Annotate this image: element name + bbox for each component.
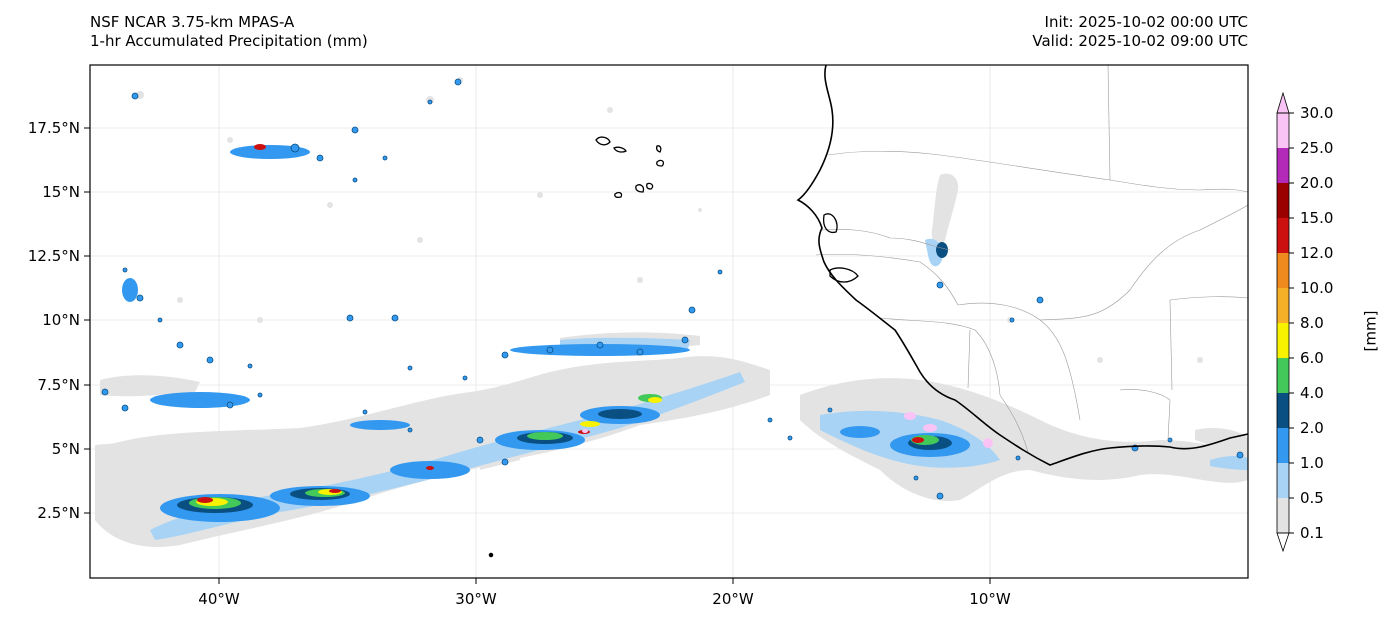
- valid-time: Valid: 2025-10-02 09:00 UTC: [1032, 32, 1248, 50]
- island-outlines: [488, 136, 859, 558]
- colorbar-segment: [1277, 218, 1289, 253]
- cb-label-4-0: 4.0: [1300, 384, 1324, 402]
- colorbar-segment: [1277, 393, 1289, 428]
- lon-tick-40w: 40°W: [198, 590, 240, 608]
- colorbar-segment: [1277, 288, 1289, 323]
- lat-tick-10: 10°N: [42, 311, 80, 329]
- lat-tick-17-5: 17.5°N: [27, 119, 80, 137]
- heavy-precip-cells: [122, 144, 993, 522]
- cb-label-0-5: 0.5: [1300, 489, 1324, 507]
- cb-label-15-0: 15.0: [1300, 209, 1334, 227]
- lat-tick-15: 15°N: [42, 183, 80, 201]
- lat-tick-12-5: 12.5°N: [27, 247, 80, 265]
- colorbar-max-arrow: [1276, 91, 1290, 114]
- cb-label-12-0: 12.0: [1300, 244, 1334, 262]
- lon-tick-30w: 30°W: [455, 590, 497, 608]
- lat-tick-5: 5°N: [51, 440, 80, 458]
- title-left: NSF NCAR 3.75-km MPAS-A 1-hr Accumulated…: [90, 13, 368, 51]
- lon-tick-10w: 10°W: [969, 590, 1011, 608]
- coastline: [796, 65, 1248, 466]
- cb-label-2-0: 2.0: [1300, 419, 1324, 437]
- cb-label-30-0: 30.0: [1300, 104, 1334, 122]
- init-time: Init: 2025-10-02 00:00 UTC: [1044, 13, 1248, 31]
- scattered-convective-cells: [101, 78, 1244, 500]
- axis-tick-marks: [84, 127, 991, 584]
- colorbar-segment: [1277, 463, 1289, 498]
- lat-tick-2-5: 2.5°N: [37, 504, 80, 522]
- cb-label-8-0: 8.0: [1300, 314, 1324, 332]
- country-borders: [815, 65, 1248, 453]
- lat-tick-7-5: 7.5°N: [37, 376, 80, 394]
- cb-label-20-0: 20.0: [1300, 174, 1334, 192]
- title-right: Init: 2025-10-02 00:00 UTC Valid: 2025-1…: [1032, 13, 1248, 51]
- colorbar-segment: [1277, 148, 1289, 183]
- cb-label-6-0: 6.0: [1300, 349, 1324, 367]
- colorbar: [1276, 91, 1294, 553]
- colorbar-segment: [1277, 323, 1289, 358]
- cb-label-1-0: 1.0: [1300, 454, 1324, 472]
- colorbar-min-arrow: [1276, 532, 1290, 553]
- colorbar-segment: [1277, 183, 1289, 218]
- colorbar-segment: [1277, 428, 1289, 463]
- cb-label-10-0: 10.0: [1300, 279, 1334, 297]
- cb-label-25-0: 25.0: [1300, 139, 1334, 157]
- colorbar-segment: [1277, 253, 1289, 288]
- model-title: NSF NCAR 3.75-km MPAS-A: [90, 13, 295, 31]
- colorbar-segment: [1277, 498, 1289, 533]
- colorbar-segment: [1277, 358, 1289, 393]
- lon-tick-20w: 20°W: [712, 590, 754, 608]
- cb-label-0-1: 0.1: [1300, 524, 1324, 542]
- colorbar-segment: [1277, 113, 1289, 148]
- map-frame: [89, 64, 1249, 579]
- colorbar-units: [mm]: [1361, 310, 1380, 352]
- field-title: 1-hr Accumulated Precipitation (mm): [90, 32, 368, 50]
